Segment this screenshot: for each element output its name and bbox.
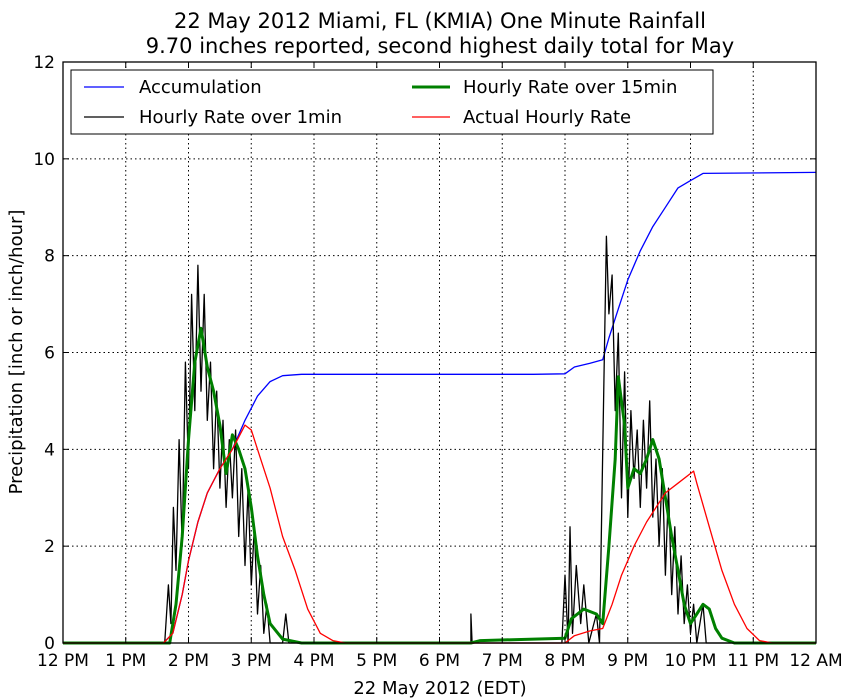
axis-ticks: 12 PM 1 PM 2 PM 3 PM 4 PM 5 PM 6 PM 7 PM 8 PM 9 P… [33, 53, 842, 671]
series-line-hourly-rate-over-1min [63, 235, 816, 644]
y-tick-label: 6 [44, 344, 55, 364]
x-tick-label: 7 PM [482, 651, 523, 671]
x-tick-label: 6 PM [419, 651, 460, 671]
x-tick-label: 1 PM [105, 651, 146, 671]
y-tick-label: 0 [44, 634, 55, 654]
legend-entry-hourly-rate-1min: Hourly Rate over 1min [84, 107, 342, 128]
legend-label-actual-hourly-rate: Actual Hourly Rate [463, 107, 631, 128]
y-tick-label: 10 [33, 150, 55, 170]
x-tick-label: 10 PM [665, 651, 717, 671]
x-tick-label: 11 PM [727, 651, 779, 671]
y-tick-label: 12 [33, 53, 55, 73]
legend-label-accumulation: Accumulation [139, 77, 262, 98]
y-axis-label: Precipitation [inch or inch/hour] [6, 210, 27, 495]
legend-entry-actual-hourly-rate: Actual Hourly Rate [412, 107, 631, 128]
x-tick-label: 3 PM [231, 651, 272, 671]
series-line-hourly-rate-over-15min [63, 326, 816, 645]
legend-label-hourly-rate-1min: Hourly Rate over 1min [139, 107, 342, 128]
chart-title: 22 May 2012 Miami, FL (KMIA) One Minute … [174, 9, 706, 33]
y-tick-label: 8 [44, 247, 55, 267]
legend: Accumulation Hourly Rate over 15min Hour… [70, 69, 714, 135]
series-layer [63, 171, 817, 645]
x-tick-label: 9 PM [607, 651, 648, 671]
x-tick-label: 12 PM [37, 651, 89, 671]
legend-entry-hourly-rate-15min: Hourly Rate over 15min [412, 77, 677, 98]
chart-subtitle: 9.70 inches reported, second highest dai… [146, 34, 734, 58]
x-tick-label: 12 AM [789, 651, 842, 671]
x-tick-label: 4 PM [293, 651, 334, 671]
legend-entry-accumulation: Accumulation [84, 77, 262, 98]
x-tick-label: 8 PM [544, 651, 585, 671]
x-axis-label: 22 May 2012 (EDT) [353, 678, 526, 699]
y-tick-label: 2 [44, 537, 55, 557]
legend-label-hourly-rate-15min: Hourly Rate over 15min [463, 77, 677, 98]
x-tick-label: 5 PM [356, 651, 397, 671]
x-tick-label: 2 PM [168, 651, 209, 671]
y-tick-label: 4 [44, 440, 55, 460]
legend-box [70, 69, 714, 135]
